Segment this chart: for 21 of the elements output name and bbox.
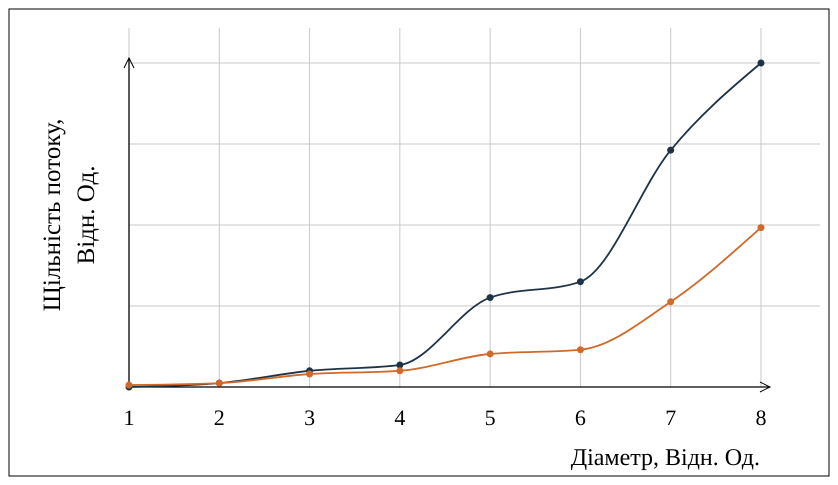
x-tick-label: 8: [755, 405, 766, 430]
x-tick-label: 1: [124, 405, 134, 430]
point: [486, 294, 494, 302]
x-tick-label: 7: [665, 405, 676, 430]
point: [486, 350, 494, 358]
x-tick-label: 6: [574, 405, 586, 430]
y-axis-title: Щільність потоку, Відн. Од.: [39, 118, 100, 312]
point: [576, 346, 584, 354]
x-axis-title: Діаметр, Відн. Од.: [570, 445, 760, 471]
point: [306, 370, 314, 378]
x-tick-label: 3: [304, 405, 316, 430]
point: [396, 367, 404, 374]
point: [667, 146, 674, 154]
point: [396, 361, 404, 368]
x-tick-label: 4: [394, 405, 406, 430]
point: [757, 224, 764, 232]
point: [757, 60, 764, 66]
x-tick-label: 2: [214, 405, 225, 430]
point: [667, 298, 674, 306]
x-tick-label: 5: [484, 405, 496, 430]
point: [576, 278, 584, 286]
